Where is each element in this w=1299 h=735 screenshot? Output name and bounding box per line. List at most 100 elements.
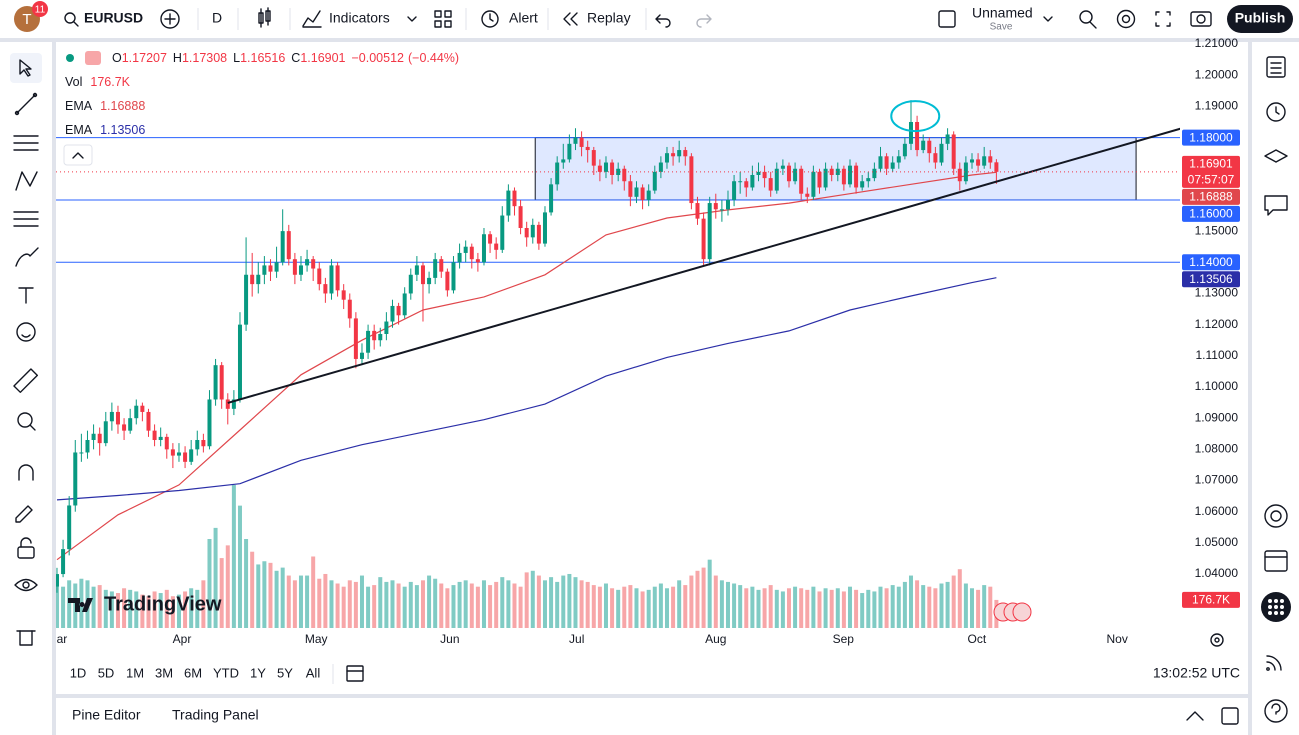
trash-tool[interactable] [16,630,36,646]
goto-date-icon[interactable] [346,665,364,682]
candle-body [933,153,938,163]
candle-body [744,181,749,188]
layout-name[interactable]: Unnamed [972,5,1033,21]
indicators-icon[interactable] [302,10,322,28]
emoji-tool[interactable] [16,322,36,342]
lock-tool[interactable] [17,537,35,559]
candle-body [719,209,724,211]
volume-bar [652,586,657,628]
volume-bar [396,583,401,628]
range-button[interactable]: 5Y [277,665,293,680]
range-button[interactable]: 1D [70,665,87,680]
axis-settings-icon[interactable] [1210,633,1224,647]
redo-icon[interactable] [696,14,712,28]
compare-icon[interactable] [85,51,101,65]
clock[interactable]: 13:02:52 UTC [1153,665,1240,681]
range-button[interactable]: 6M [184,665,202,680]
price-axis: 1.21000 1.20000 1.19000 1.15000 1.13000 1.120… [1195,36,1239,580]
panel-tab[interactable]: Trading Panel [172,707,259,723]
collapse-legend[interactable] [63,144,93,166]
watchlist-icon[interactable] [1266,56,1286,78]
open-label: O [112,51,122,65]
volume-name: Vol [65,75,82,89]
lock-drawing-tool[interactable] [15,505,33,523]
interval[interactable]: D [212,10,222,26]
candle-body [872,168,877,179]
replay-icon[interactable] [563,12,578,26]
candle-body [652,171,657,191]
layers-icon[interactable] [1264,149,1288,163]
volume-bar [585,581,590,628]
range-button[interactable]: 1M [126,665,144,680]
help-icon[interactable] [1264,699,1288,723]
stream-icon[interactable] [1266,655,1282,671]
screenshot-icon[interactable] [1190,11,1212,27]
forecast-tool[interactable] [13,211,39,227]
cursor-tool[interactable] [19,59,32,77]
candle-body [170,449,175,456]
volume-bar [195,589,200,628]
publish-button[interactable] [1227,5,1293,33]
volume-bar [463,580,468,628]
avatar-letter: T [22,11,31,28]
volume-bar [317,578,322,628]
range-button[interactable]: 3M [155,665,173,680]
candle-body [695,203,700,219]
alert-button[interactable]: Alert [509,10,538,26]
search-icon[interactable] [64,12,79,27]
brush-tool[interactable] [15,247,39,267]
chevron[interactable] [1043,16,1053,22]
quick-search-icon[interactable] [1079,10,1097,29]
candle-body [799,168,804,194]
fib-tool[interactable] [13,135,39,151]
alert-icon[interactable] [481,10,499,28]
calendar-icon[interactable] [1264,550,1288,572]
range-button[interactable]: 5D [98,665,115,680]
chat-icon[interactable] [1264,195,1288,216]
line-tool[interactable] [14,92,38,116]
volume-bar [664,588,669,628]
candle-body [317,268,322,285]
range-button[interactable]: YTD [213,665,239,680]
measure-tool[interactable] [13,368,39,394]
candle-body [835,168,840,175]
panel-tab[interactable]: Pine Editor [72,707,141,723]
volume-bar [140,594,145,628]
indicators-button[interactable]: Indicators [329,10,390,26]
candle-body [250,274,255,285]
visibility-tool[interactable] [14,578,38,592]
pattern-tool[interactable] [15,171,38,191]
volume-bar [439,583,444,628]
y-tick-label: 1.08000 [1195,442,1239,456]
volume-bar [323,573,328,628]
magnet-tool[interactable] [18,464,34,481]
zoom-tool[interactable] [17,412,36,431]
maximize-panel[interactable] [1221,707,1239,725]
volume-bar [56,575,59,628]
chart-type-icon[interactable] [258,7,271,28]
chevron[interactable] [407,16,417,22]
undo-icon[interactable] [655,14,671,28]
alerts-icon[interactable] [1266,102,1286,122]
layout-icon[interactable] [938,10,956,28]
expand-panel[interactable] [1186,711,1204,721]
templates-icon[interactable] [434,10,452,28]
target-icon[interactable] [1264,504,1288,528]
range-button[interactable]: 1Y [250,665,266,680]
symbol[interactable]: EURUSD [84,10,143,26]
volume-bar [530,570,535,628]
volume-bar [805,589,810,628]
candle-body [445,271,450,291]
volume-bar [884,588,889,628]
fullscreen-icon[interactable] [1155,11,1171,27]
settings-icon[interactable] [1116,9,1136,29]
range-button[interactable]: All [306,665,321,680]
add-symbol-icon[interactable] [160,9,180,29]
replay-button[interactable]: Replay [587,10,631,26]
text-tool[interactable] [18,287,34,304]
volume-bar [945,581,950,628]
volume-bar [268,562,273,628]
volume-bar [963,583,968,628]
save-label[interactable]: Save [990,22,1013,33]
